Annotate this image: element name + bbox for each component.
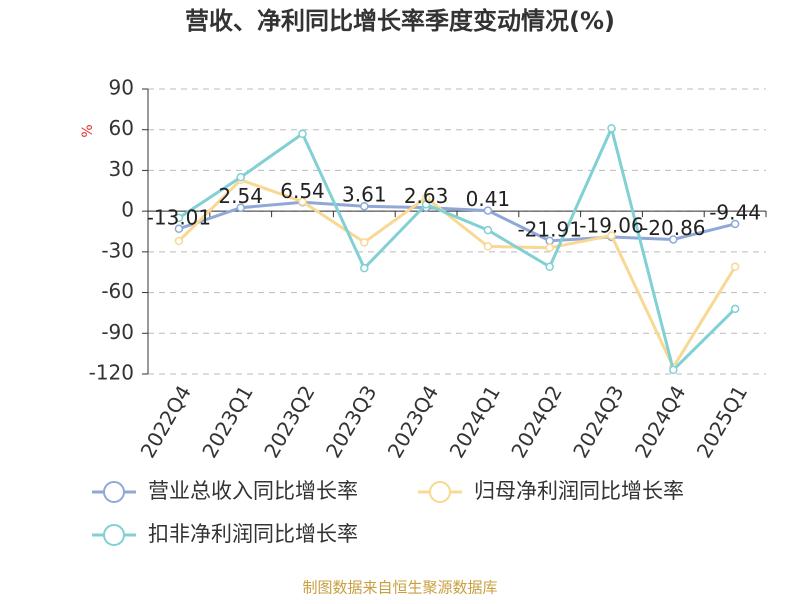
y-tick-label: 90 (109, 76, 134, 100)
x-tick-label: 2024Q4 (630, 381, 690, 462)
data-point (483, 206, 493, 215)
data-point (483, 225, 493, 235)
data-point (545, 262, 554, 272)
data-point (607, 124, 616, 133)
data-point (174, 224, 184, 234)
data-label: -13.01 (147, 205, 211, 229)
data-point (730, 304, 740, 314)
y-tick-label: -30 (101, 238, 134, 262)
y-tick-label: 60 (109, 116, 134, 140)
data-point (669, 235, 678, 244)
x-tick-label: 2025Q1 (692, 381, 752, 462)
x-tick-label: 2023Q1 (197, 381, 257, 462)
legend-label: 归母净利润同比增长率 (474, 479, 684, 503)
data-point (421, 200, 431, 209)
data-point (174, 213, 184, 223)
y-axis-label: % (80, 124, 96, 137)
data-point (730, 219, 740, 229)
data-point (360, 238, 369, 247)
series-line (178, 200, 736, 243)
data-point (360, 201, 369, 211)
data-point (236, 203, 245, 212)
data-label: 3.61 (342, 183, 387, 207)
data-label: -20.86 (641, 216, 705, 240)
data-label: -21.91 (517, 217, 581, 241)
data-label: 6.54 (280, 179, 325, 203)
data-label: -9.44 (709, 200, 761, 224)
series-line (177, 178, 737, 371)
chart-title: 营收、净利同比增长率季度变动情况(%) (185, 7, 615, 35)
x-tick-label: 2024Q3 (568, 381, 628, 462)
data-point (483, 242, 493, 251)
x-tick-label: 2023Q3 (321, 381, 381, 462)
data-point (236, 172, 245, 182)
series-line (178, 123, 737, 373)
data-point (360, 263, 369, 273)
x-tick-label: 2024Q2 (506, 381, 566, 462)
source-note: 制图数据来自恒生聚源数据库 (302, 579, 497, 597)
x-tick-label: 2024Q1 (445, 381, 505, 462)
data-point (298, 197, 307, 206)
x-tick-label: 2023Q4 (383, 381, 443, 462)
x-tick-label: 2023Q2 (259, 381, 319, 462)
legend-label: 扣非净利润同比增长率 (148, 522, 358, 546)
data-point (298, 129, 307, 139)
data-point (607, 231, 616, 240)
data-label: 0.41 (466, 187, 511, 211)
y-tick-label: -60 (101, 279, 134, 303)
legend-marker (103, 481, 125, 503)
data-point (174, 236, 184, 246)
y-tick-label: 0 (121, 198, 134, 222)
x-tick-label: 2022Q4 (136, 381, 196, 462)
data-point (730, 262, 740, 272)
data-label: 2.54 (218, 184, 263, 208)
legend-label: 营业总收入同比增长率 (148, 479, 358, 503)
data-label: -19.06 (579, 214, 643, 238)
legend-marker (103, 524, 125, 546)
y-tick-label: -120 (89, 361, 134, 385)
y-tick-label: 30 (109, 157, 134, 181)
data-label: 2.63 (404, 184, 449, 208)
legend-marker (429, 481, 451, 503)
data-point (669, 365, 678, 375)
y-tick-label: -90 (101, 320, 134, 344)
data-point (545, 243, 554, 253)
